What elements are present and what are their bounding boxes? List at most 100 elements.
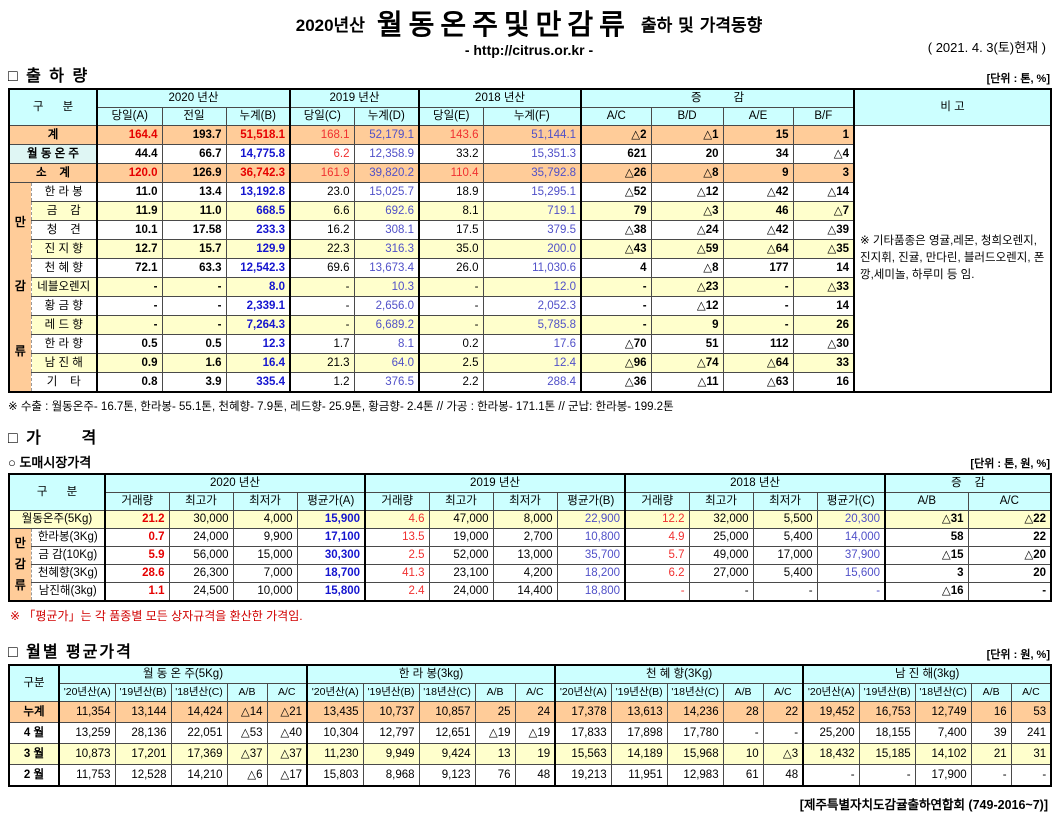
col-header: A/C [266,683,308,702]
cell: 112 [722,334,794,354]
cell: 2.4 [364,582,430,602]
cell: 39,820.2 [353,163,420,183]
cell: △11 [650,372,724,393]
cell: 9 [650,315,724,335]
cell: 19,452 [802,701,860,723]
col-header: 거래량 [104,492,170,511]
col-header: 최저가 [752,492,818,511]
cell: 11,753 [58,764,116,787]
row-label: 황 금 향 [30,296,98,316]
col-header: A/B [226,683,268,702]
cell: 8.1 [353,334,420,354]
monthly-table-body: 누계 11,354 13,144 14,424 △14 △21 13,435 10,737 10… [8,701,1052,787]
cell: △64 [722,239,794,259]
col-header: '18년산(C) [666,683,724,702]
cell: 18,800 [556,582,626,602]
col-header: '19년산(B) [858,683,916,702]
col-group-header: 2018 년산 [418,88,582,108]
page-title: 월동온주및만감류 [376,9,631,40]
cell: △42 [722,220,794,240]
row-label: 진 지 향 [30,239,98,259]
col-header: 최고가 [688,492,754,511]
cell: 16 [792,372,855,393]
cell: 35,700 [556,546,626,565]
cell: 15,295.1 [482,182,582,202]
cell: 49,000 [688,546,754,565]
cell: 48 [514,764,556,787]
col-header-gubun: 구 분 [8,473,106,511]
cell: △37 [226,743,268,765]
cell: 7,400 [914,722,972,744]
cell: 376.5 [353,372,420,393]
cell: 7,000 [232,564,298,583]
cell: 5,500 [752,510,818,529]
cell: 26,300 [168,564,234,583]
cell: 13,435 [306,701,364,723]
col-header: B/F [792,107,855,126]
cell: 16,753 [858,701,916,723]
cell: 10,857 [418,701,476,723]
cell: 30,300 [296,546,366,565]
cell: 21 [970,743,1012,765]
cell: - [580,277,652,297]
cell: - [580,296,652,316]
table-row: 진 지 향 12.7 15.7 129.9 22.3 316.3 35.0 200.0 △43 △… [9,239,1051,259]
col-group-header: 증 감 [884,473,1052,493]
cell: 18,700 [296,564,366,583]
col-header: '20년산(A) [802,683,860,702]
cell: 10,000 [232,582,298,602]
cell: △16 [884,582,969,602]
cell: 8.1 [418,201,484,221]
cell: 0.9 [96,353,163,373]
cell: 56,000 [168,546,234,565]
cell: 46 [722,201,794,221]
price-unit-label: [단위 : 톤, 원, %] [970,458,1050,470]
cell: 22,051 [170,722,228,744]
cell: 17,201 [114,743,172,765]
cell: 719.1 [482,201,582,221]
cell: - [624,582,690,602]
cell: 33 [792,353,855,373]
table-row: 소 계 120.0 126.9 36,742.3 161.9 39,820.2 110.4 3… [8,163,1051,183]
row-label: 한 라 봉 [30,182,98,202]
cell: 19,000 [428,528,494,547]
cell: 30,000 [168,510,234,529]
monthly-unit-label: [단위 : 원, %] [986,649,1050,661]
col-header: '18년산(C) [914,683,972,702]
cell: 308.1 [353,220,420,240]
cell: 9,900 [232,528,298,547]
cell: - [722,277,794,297]
cell: 13,259 [58,722,116,744]
cell: 692.6 [353,201,420,221]
cell: 17,833 [554,722,612,744]
cell: 39 [970,722,1012,744]
table-row: 누계 11,354 13,144 14,424 △14 △21 13,435 10,737 10… [8,701,1052,723]
row-label: 네블오렌지 [30,277,98,297]
cell: 161.9 [289,163,355,183]
table-row: 3 월 10,873 17,201 17,369 △37 △37 11,230 9,949 9,… [8,743,1052,765]
cell: 28 [722,701,764,723]
cell: 6.2 [624,564,690,583]
cell: △3 [650,201,724,221]
cell: - [289,296,355,316]
cell: 11.9 [96,201,163,221]
shipment-footnote: ※ 수출 : 월동온주- 16.7톤, 한라봉- 55.1톤, 천혜향- 7.9… [8,401,674,413]
cell: △30 [792,334,855,354]
col-group-header: 천 혜 향(3Kg) [554,664,804,684]
site-url[interactable]: - http://citrus.or.kr - [464,42,594,58]
col-group-header: 2018 년산 [624,473,886,493]
cell: 10,800 [556,528,626,547]
cell: 2.5 [418,353,484,373]
cell: - [580,315,652,335]
table-row: 남진해(3kg) 1.1 24,500 10,000 15,800 2.4 24,000 14… [9,582,1052,602]
cell: 15,351.3 [482,144,582,164]
cell: 12,358.9 [353,144,420,164]
cell: 0.8 [96,372,163,393]
cell: 4.6 [364,510,430,529]
cell: 13.4 [161,182,227,202]
cell: 14,000 [816,528,886,547]
